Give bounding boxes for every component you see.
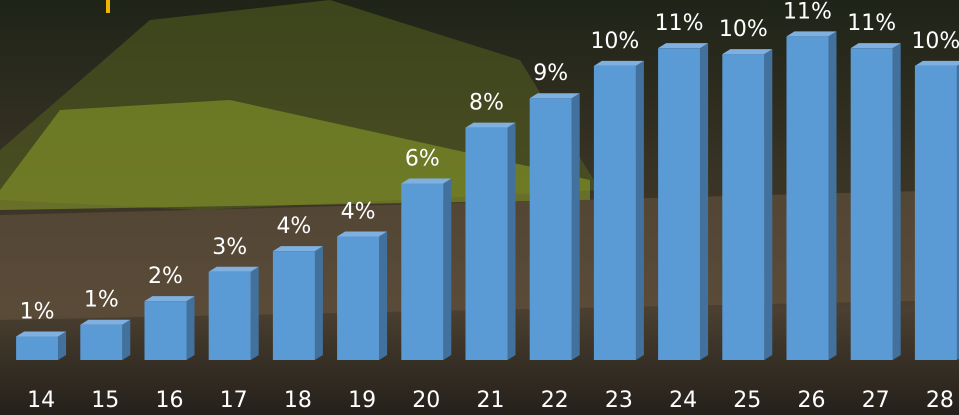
x-tick-label: 16 (156, 388, 184, 413)
bar-side (443, 178, 452, 360)
bar-side (828, 31, 837, 361)
value-label: 10% (911, 29, 959, 54)
bar-top (529, 93, 580, 99)
bar-top (658, 43, 709, 49)
bar-side (571, 93, 580, 361)
bar-top (593, 60, 644, 66)
bar (208, 271, 251, 360)
value-label: 9% (533, 61, 568, 86)
bar-top (850, 43, 901, 49)
x-tick-label: 15 (91, 388, 119, 413)
bar-top (465, 122, 516, 128)
value-label: 10% (719, 17, 768, 42)
bar-top (722, 49, 773, 55)
x-tick-label: 20 (412, 388, 440, 413)
x-tick-label: 25 (733, 388, 761, 413)
bar-side (379, 231, 388, 360)
x-tick-label: 18 (284, 388, 312, 413)
bar-top (208, 266, 259, 272)
value-label: 3% (212, 235, 247, 260)
x-tick-label: 17 (220, 388, 248, 413)
value-label: 2% (148, 264, 183, 289)
bar-top (401, 178, 452, 184)
bar-side (507, 122, 516, 360)
accent-mark (106, 0, 110, 13)
bar (465, 127, 508, 360)
value-label: 8% (469, 91, 504, 116)
x-tick-label: 26 (798, 388, 826, 413)
x-tick-label: 23 (605, 388, 633, 413)
bar-side (764, 49, 773, 361)
bar (401, 183, 444, 360)
bar-top (272, 246, 323, 252)
bar (272, 251, 315, 360)
bar-top (914, 60, 959, 66)
value-label: 4% (341, 199, 376, 224)
value-label: 1% (20, 299, 55, 324)
value-label: 11% (655, 11, 704, 36)
bar (144, 301, 187, 360)
x-tick-label: 22 (541, 388, 569, 413)
bar-top (337, 231, 388, 237)
bar-side (58, 331, 67, 360)
x-tick-label: 19 (348, 388, 376, 413)
bar (658, 48, 701, 360)
value-label: 4% (276, 214, 311, 239)
x-tick-label: 28 (926, 388, 954, 413)
bar (16, 336, 59, 360)
x-tick-label: 27 (862, 388, 890, 413)
bar (850, 48, 893, 360)
x-tick-label: 14 (27, 388, 55, 413)
bar (529, 98, 572, 361)
bar-side (186, 296, 195, 360)
value-label: 1% (84, 288, 119, 313)
bar-top (80, 319, 131, 325)
bar-side (700, 43, 709, 360)
x-tick-label: 24 (669, 388, 697, 413)
bar-side (314, 246, 323, 360)
bar-side (635, 60, 644, 360)
bar-side (250, 266, 259, 360)
bar (593, 65, 636, 360)
bar (786, 36, 829, 361)
value-label: 11% (847, 11, 896, 36)
value-label: 10% (590, 29, 639, 54)
value-label: 11% (783, 0, 832, 24)
value-label: 6% (405, 147, 440, 172)
bar-top (144, 296, 195, 302)
bar-top (786, 31, 837, 37)
bar (80, 324, 123, 360)
bar (337, 236, 380, 360)
bar (722, 54, 765, 361)
plot-area: 14 1% 15 1% 16 2% 17 3% 18 4% 19 4% 20 6% 21 8% 22 9% 23 10… (16, 0, 959, 413)
bar (914, 65, 957, 360)
x-tick-label: 21 (477, 388, 505, 413)
bar-side (892, 43, 901, 360)
bar-side (956, 64, 959, 360)
bar-side (122, 319, 131, 360)
bar-top (16, 331, 67, 337)
